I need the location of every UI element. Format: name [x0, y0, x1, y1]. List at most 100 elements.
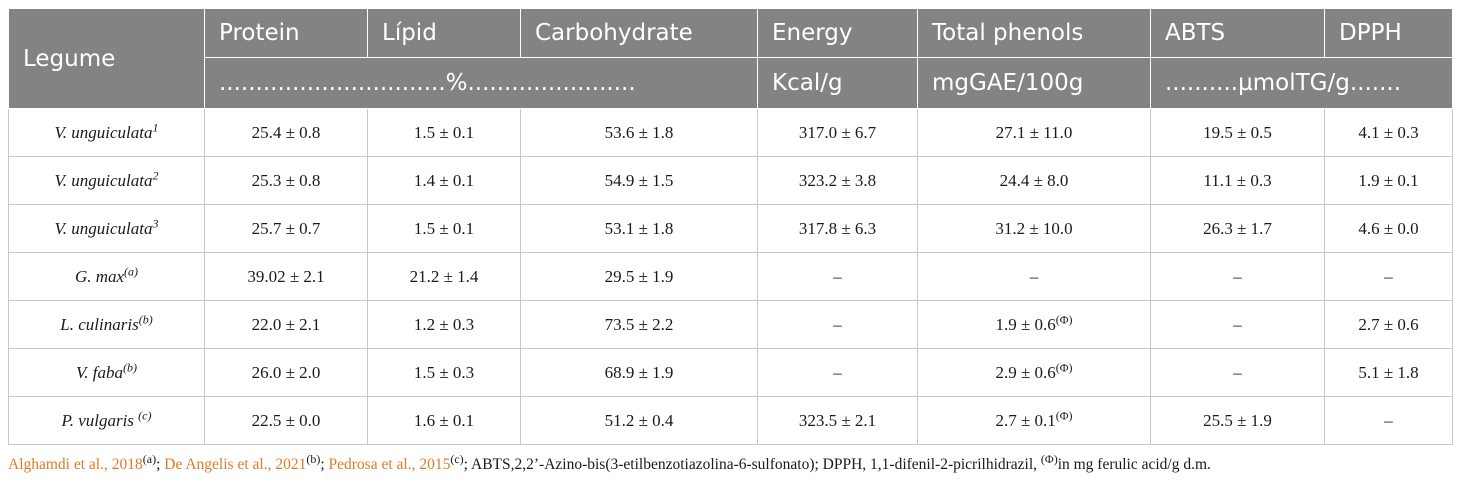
cell-carbohydrate: 51.2 ± 0.4 — [520, 396, 758, 445]
cell-value: 21.2 ± 1.4 — [409, 266, 479, 286]
legume-superscript: (a) — [124, 263, 139, 278]
cell-value: 25.4 ± 0.8 — [251, 122, 321, 142]
cell-value: – — [1233, 314, 1242, 334]
cell-value: 39.02 ± 2.1 — [247, 266, 325, 286]
reference-mark-c: (c) — [450, 451, 464, 466]
legume-name: V. unguiculata — [54, 122, 153, 142]
cell-lipid: 1.5 ± 0.1 — [367, 108, 521, 157]
cell-value: 26.0 ± 2.0 — [251, 362, 321, 382]
cell-value: 1.9 ± 0.1 — [1358, 170, 1419, 190]
cell-legume: V. unguiculata1 — [8, 108, 205, 157]
cell-abts: 25.5 ± 1.9 — [1150, 396, 1325, 445]
cell-lipid: 1.4 ± 0.1 — [367, 156, 521, 205]
cell-value: 1.5 ± 0.1 — [413, 122, 475, 142]
cell-protein: 25.7 ± 0.7 — [204, 204, 368, 253]
cell-energy: – — [757, 348, 918, 397]
legume-name: L. culinaris — [60, 314, 139, 334]
cell-legume: P. vulgaris (c) — [8, 396, 205, 445]
cell-value: 29.5 ± 1.9 — [604, 266, 674, 286]
legume-name: V. faba — [76, 362, 123, 382]
footnote-abbreviations: ; ABTS,2,2’-Azino-bis(3-etilbenzotiazoli… — [463, 456, 1041, 473]
table-row: V. faba(b) 26.0 ± 2.0 1.5 ± 0.3 68.9 ± 1.9 –… — [8, 348, 1453, 397]
reference-link-c[interactable]: Pedrosa et al., 2015 — [328, 456, 451, 473]
reference-mark-a: (a) — [142, 451, 157, 466]
cell-dpph: 2.7 ± 0.6 — [1324, 300, 1453, 349]
header-total-phenols: Total phenols — [917, 8, 1151, 58]
cell-carbohydrate: 54.9 ± 1.5 — [520, 156, 758, 205]
cell-value: 317.8 ± 6.3 — [798, 218, 877, 238]
cell-value: 4.1 ± 0.3 — [1358, 122, 1419, 142]
cell-value: 323.5 ± 2.1 — [798, 410, 877, 430]
cell-value: 317.0 ± 6.7 — [798, 122, 877, 142]
cell-value: 24.4 ± 8.0 — [999, 170, 1069, 190]
legume-composition-table: Legume Protein Lípid Carbohydrate Energy… — [8, 8, 1453, 445]
cell-value: – — [1029, 266, 1039, 286]
legume-name: V. unguiculata — [54, 218, 153, 238]
phi-mark: (Φ) — [1040, 451, 1058, 466]
cell-abts: 19.5 ± 0.5 — [1150, 108, 1325, 157]
cell-energy: – — [757, 300, 918, 349]
cell-value: 2.7 ± 0.6 — [1358, 314, 1419, 334]
cell-protein: 22.5 ± 0.0 — [204, 396, 368, 445]
unit-energy: Kcal/g — [757, 57, 918, 109]
header-row-units: ...............................%........… — [9, 57, 1453, 109]
cell-protein: 39.02 ± 2.1 — [204, 252, 368, 301]
cell-lipid: 1.5 ± 0.1 — [367, 204, 521, 253]
cell-dpph: 4.6 ± 0.0 — [1324, 204, 1453, 253]
table-footnote: Alghamdi et al., 2018(a); De Angelis et … — [8, 453, 1452, 474]
cell-value: 53.6 ± 1.8 — [604, 122, 674, 142]
cell-phenols: 2.7 ± 0.1(Φ) — [917, 396, 1151, 445]
table-row: P. vulgaris (c) 22.5 ± 0.0 1.6 ± 0.1 51.2 ±… — [8, 396, 1453, 445]
cell-carbohydrate: 73.5 ± 2.2 — [520, 300, 758, 349]
cell-value: 11.1 ± 0.3 — [1203, 170, 1272, 190]
cell-value: – — [833, 314, 842, 334]
cell-value: 4.6 ± 0.0 — [1358, 218, 1419, 238]
reference-link-a[interactable]: Alghamdi et al., 2018 — [8, 456, 143, 473]
cell-value: – — [833, 362, 842, 382]
cell-value: 26.3 ± 1.7 — [1203, 218, 1272, 238]
header-lipid: Lípid — [367, 8, 521, 58]
cell-abts: – — [1150, 300, 1325, 349]
table-body: V. unguiculata1 25.4 ± 0.8 1.5 ± 0.1 53.6 ±… — [8, 108, 1453, 445]
cell-value: 73.5 ± 2.2 — [604, 314, 674, 334]
cell-phenols: 24.4 ± 8.0 — [917, 156, 1151, 205]
cell-value: 5.1 ± 1.8 — [1358, 362, 1419, 382]
legume-name: G. max — [74, 266, 125, 286]
header-energy: Energy — [757, 8, 918, 58]
cell-lipid: 21.2 ± 1.4 — [367, 252, 521, 301]
table-row: V. unguiculata3 25.7 ± 0.7 1.5 ± 0.1 53.1 ±… — [8, 204, 1453, 253]
table-header: Legume Protein Lípid Carbohydrate Energy… — [8, 8, 1453, 109]
cell-dpph: 5.1 ± 1.8 — [1324, 348, 1453, 397]
cell-phenols: 31.2 ± 10.0 — [917, 204, 1151, 253]
header-row-labels: Legume Protein Lípid Carbohydrate Energy… — [8, 8, 1453, 109]
phenols-superscript: (Φ) — [1055, 311, 1073, 326]
legume-superscript: 2 — [152, 167, 159, 182]
table-row: G. max(a) 39.02 ± 2.1 21.2 ± 1.4 29.5 ± 1.9… — [8, 252, 1453, 301]
cell-value: 22.0 ± 2.1 — [251, 314, 321, 334]
cell-abts: 11.1 ± 0.3 — [1150, 156, 1325, 205]
unit-phenols: mgGAE/100g — [917, 57, 1151, 109]
reference-link-b[interactable]: De Angelis et al., 2021 — [164, 456, 307, 473]
cell-lipid: 1.6 ± 0.1 — [367, 396, 521, 445]
cell-value: – — [1384, 266, 1393, 286]
cell-carbohydrate: 53.6 ± 1.8 — [520, 108, 758, 157]
cell-value: 25.5 ± 1.9 — [1203, 410, 1272, 430]
cell-value: 323.2 ± 3.8 — [798, 170, 877, 190]
cell-value: – — [1233, 266, 1242, 286]
phenols-superscript: (Φ) — [1055, 359, 1073, 374]
cell-protein: 25.4 ± 0.8 — [204, 108, 368, 157]
cell-value: 19.5 ± 0.5 — [1203, 122, 1272, 142]
cell-value: 1.6 ± 0.1 — [413, 410, 475, 430]
cell-value: – — [1384, 410, 1393, 430]
cell-lipid: 1.2 ± 0.3 — [367, 300, 521, 349]
cell-value: 25.7 ± 0.7 — [251, 218, 321, 238]
cell-value: 22.5 ± 0.0 — [251, 410, 321, 430]
cell-legume: L. culinaris(b) — [8, 300, 205, 349]
reference-mark-b: (b) — [306, 451, 321, 466]
cell-value: 1.9 ± 0.6 — [995, 314, 1056, 334]
cell-value: 2.9 ± 0.6 — [995, 362, 1056, 382]
cell-value: – — [1233, 362, 1242, 382]
header-carbohydrate: Carbohydrate — [520, 8, 758, 58]
cell-abts: – — [1150, 348, 1325, 397]
cell-legume: G. max(a) — [8, 252, 205, 301]
